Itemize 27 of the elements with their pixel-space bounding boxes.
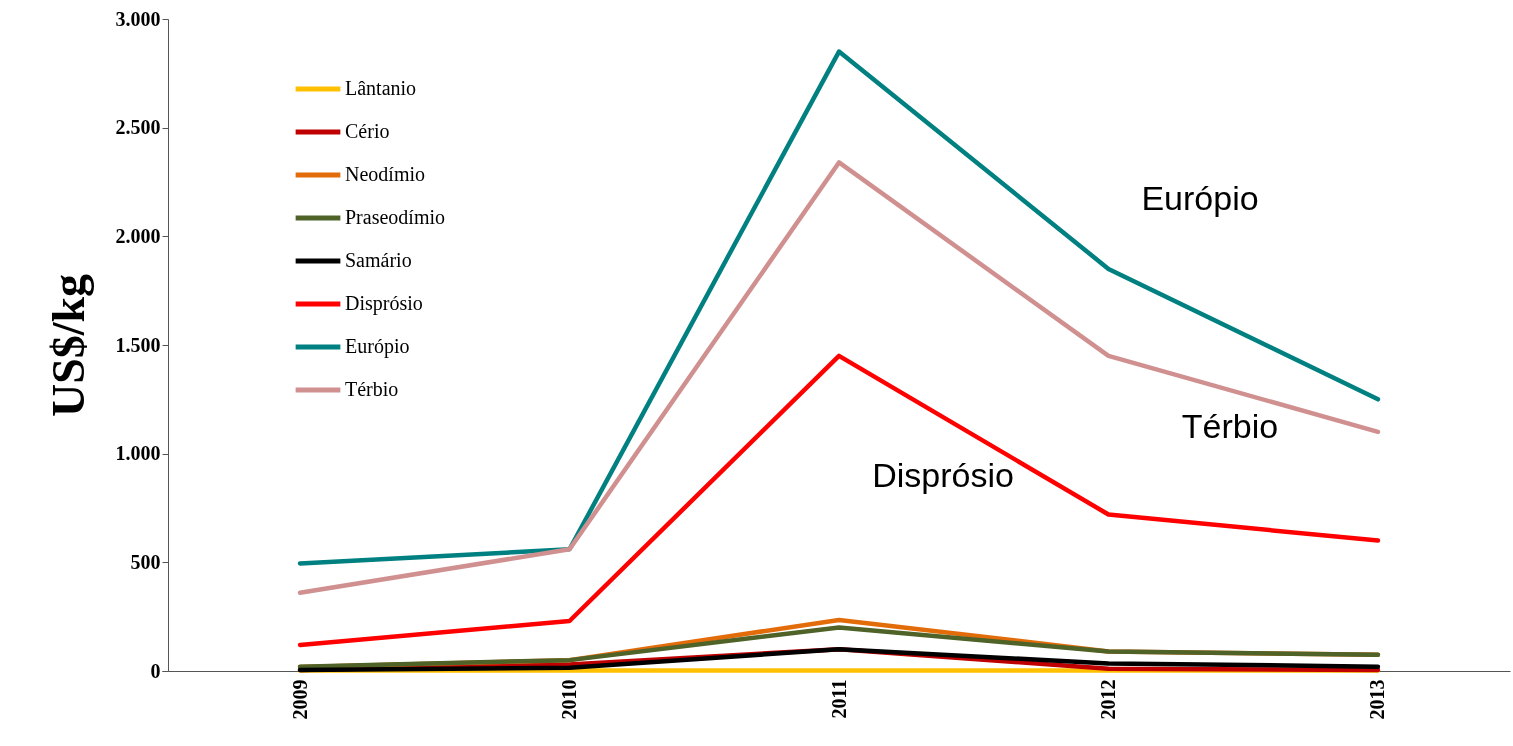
y-tick-label: 1.500	[115, 333, 161, 356]
y-tick-label: 0	[150, 659, 161, 682]
annotation: Európio	[1141, 179, 1259, 217]
line-series	[297, 49, 1381, 566]
y-axis-title: US$/kg	[42, 273, 94, 418]
legend-label: Samário	[345, 249, 412, 271]
x-tick-label: 2013	[1366, 679, 1389, 720]
x-tick-label: 2011	[827, 679, 850, 719]
annotation: Disprósio	[872, 456, 1014, 494]
x-tick-label: 2009	[288, 679, 311, 720]
line-series	[297, 160, 1381, 596]
y-tick-label: 1.000	[115, 442, 161, 465]
legend-label: Disprósio	[345, 292, 423, 315]
y-tick-label: 500	[130, 550, 161, 573]
legend-label: Európio	[345, 335, 410, 358]
legend-label: Térbio	[345, 378, 399, 400]
legend-label: Praseodímio	[345, 206, 445, 228]
line-series	[297, 625, 1381, 669]
legend-label: Cério	[345, 120, 390, 142]
y-tick-label: 2.000	[115, 224, 161, 247]
annotation: Térbio	[1181, 407, 1279, 445]
y-tick-label: 2.500	[115, 116, 161, 139]
y-tick-label: 3.000	[115, 7, 161, 30]
x-tick-label: 2012	[1096, 679, 1119, 720]
x-tick-label: 2010	[558, 679, 581, 720]
legend-label: Lântanio	[345, 77, 417, 99]
legend-label: Neodímio	[345, 163, 425, 185]
